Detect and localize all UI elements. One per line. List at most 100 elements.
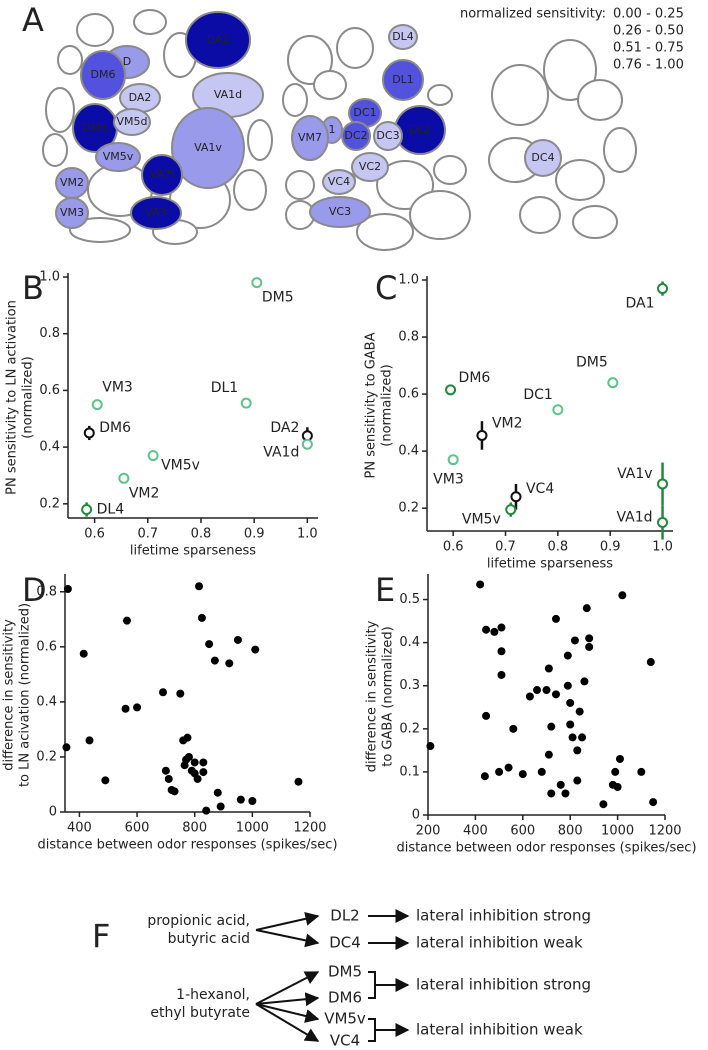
point	[582, 604, 591, 613]
y-tick-label: 0.2	[398, 501, 419, 516]
glomerulus-outline	[282, 83, 308, 117]
point	[544, 750, 553, 759]
glomerulus-outline	[433, 155, 467, 185]
point	[133, 703, 142, 712]
point	[599, 800, 608, 809]
point	[552, 404, 564, 416]
y-tick-label: 0.8	[398, 330, 419, 345]
y-axis-label: (normalized)	[21, 356, 36, 438]
point	[618, 591, 627, 600]
point	[585, 642, 594, 651]
x-tick-label: 800	[558, 824, 583, 839]
glomerulus-label: DL2	[409, 123, 431, 136]
glomerulus-outline	[336, 27, 374, 69]
x-tick-label: 1200	[648, 824, 681, 839]
glomerulus-label: VA7l	[150, 168, 174, 181]
glomerulus-label: DC3	[376, 129, 399, 142]
point	[476, 580, 485, 589]
point	[147, 450, 159, 462]
x-tick-label: 400	[67, 821, 92, 836]
point-label: VA1v	[617, 466, 652, 482]
x-tick-label: 0.7	[495, 540, 516, 555]
glomerulus-outline	[45, 87, 75, 133]
legend-entry: 0.26 - 0.50	[613, 24, 684, 39]
point	[482, 625, 491, 634]
point-label: DM6	[99, 420, 131, 436]
glomerulus-outline	[247, 119, 273, 161]
glomerulus	[322, 169, 356, 195]
panel-label: E	[375, 571, 395, 609]
x-tick-label: 1.0	[652, 540, 673, 555]
point	[537, 767, 546, 776]
x-tick-label: 600	[125, 821, 150, 836]
point	[233, 635, 242, 644]
point	[615, 754, 624, 763]
glomerulus-label: VC2	[359, 160, 381, 173]
point	[183, 733, 192, 742]
odor: propionic acid,	[147, 913, 250, 929]
point	[542, 686, 551, 695]
point	[566, 720, 575, 729]
point	[195, 582, 204, 591]
point	[556, 780, 565, 789]
arrow	[255, 971, 320, 1005]
glomerulus-label: DM6	[91, 68, 116, 81]
glomerulus-outline	[519, 196, 561, 234]
point	[573, 776, 582, 785]
x-tick-label: 1.0	[297, 527, 318, 542]
panel-label: C	[375, 269, 397, 307]
glomerulus-label: DA1	[207, 33, 230, 46]
glomerulus-outline	[603, 127, 637, 173]
point	[657, 283, 669, 295]
point	[578, 733, 587, 742]
point	[202, 806, 211, 815]
y-tick-label: 0.2	[36, 749, 57, 764]
point	[580, 677, 589, 686]
point	[646, 658, 655, 667]
panel-label: D	[22, 571, 47, 609]
point-label: VM5v	[462, 512, 501, 528]
point	[170, 787, 179, 796]
point	[184, 752, 193, 761]
glomerulus	[80, 50, 126, 100]
glomerulus	[291, 115, 329, 161]
point	[210, 656, 219, 665]
point	[176, 689, 185, 698]
point	[118, 472, 130, 484]
point	[525, 692, 534, 701]
point	[91, 399, 103, 411]
y-axis-label: (normalized)	[380, 364, 395, 446]
legend-entry: 0.51 - 0.75	[613, 41, 684, 56]
point	[81, 503, 93, 515]
panel-label: B	[22, 269, 44, 307]
point	[611, 767, 620, 776]
point	[101, 776, 110, 785]
y-axis-label: difference in sensitivity	[365, 620, 380, 772]
point	[205, 640, 214, 649]
glomerulus-outline	[76, 13, 114, 47]
glomerulus-target: DC4	[329, 934, 361, 952]
point	[180, 761, 189, 770]
point	[563, 651, 572, 660]
point-label: VA1d	[263, 444, 299, 460]
point	[568, 733, 577, 742]
y-tick-label: 0.6	[39, 383, 60, 398]
x-tick-label: 400	[463, 824, 488, 839]
y-tick-label: 0.8	[36, 584, 57, 599]
point	[199, 758, 208, 767]
panel-label: F	[92, 917, 110, 955]
glomerulus-outline	[356, 213, 414, 251]
point-label: VA1d	[616, 509, 652, 525]
glomerulus-outline	[287, 35, 333, 85]
point-label: DL4	[97, 501, 125, 517]
point	[197, 613, 206, 622]
x-axis-label: lifetime sparseness	[487, 557, 613, 572]
glomerulus-outline	[491, 64, 549, 126]
point	[544, 664, 553, 673]
point-label: DA2	[270, 420, 299, 436]
y-tick-label: 0	[412, 808, 420, 823]
glomerulus-outline	[572, 205, 618, 239]
y-tick-label: 0.4	[399, 635, 420, 650]
x-tick-label: 0.9	[600, 540, 621, 555]
